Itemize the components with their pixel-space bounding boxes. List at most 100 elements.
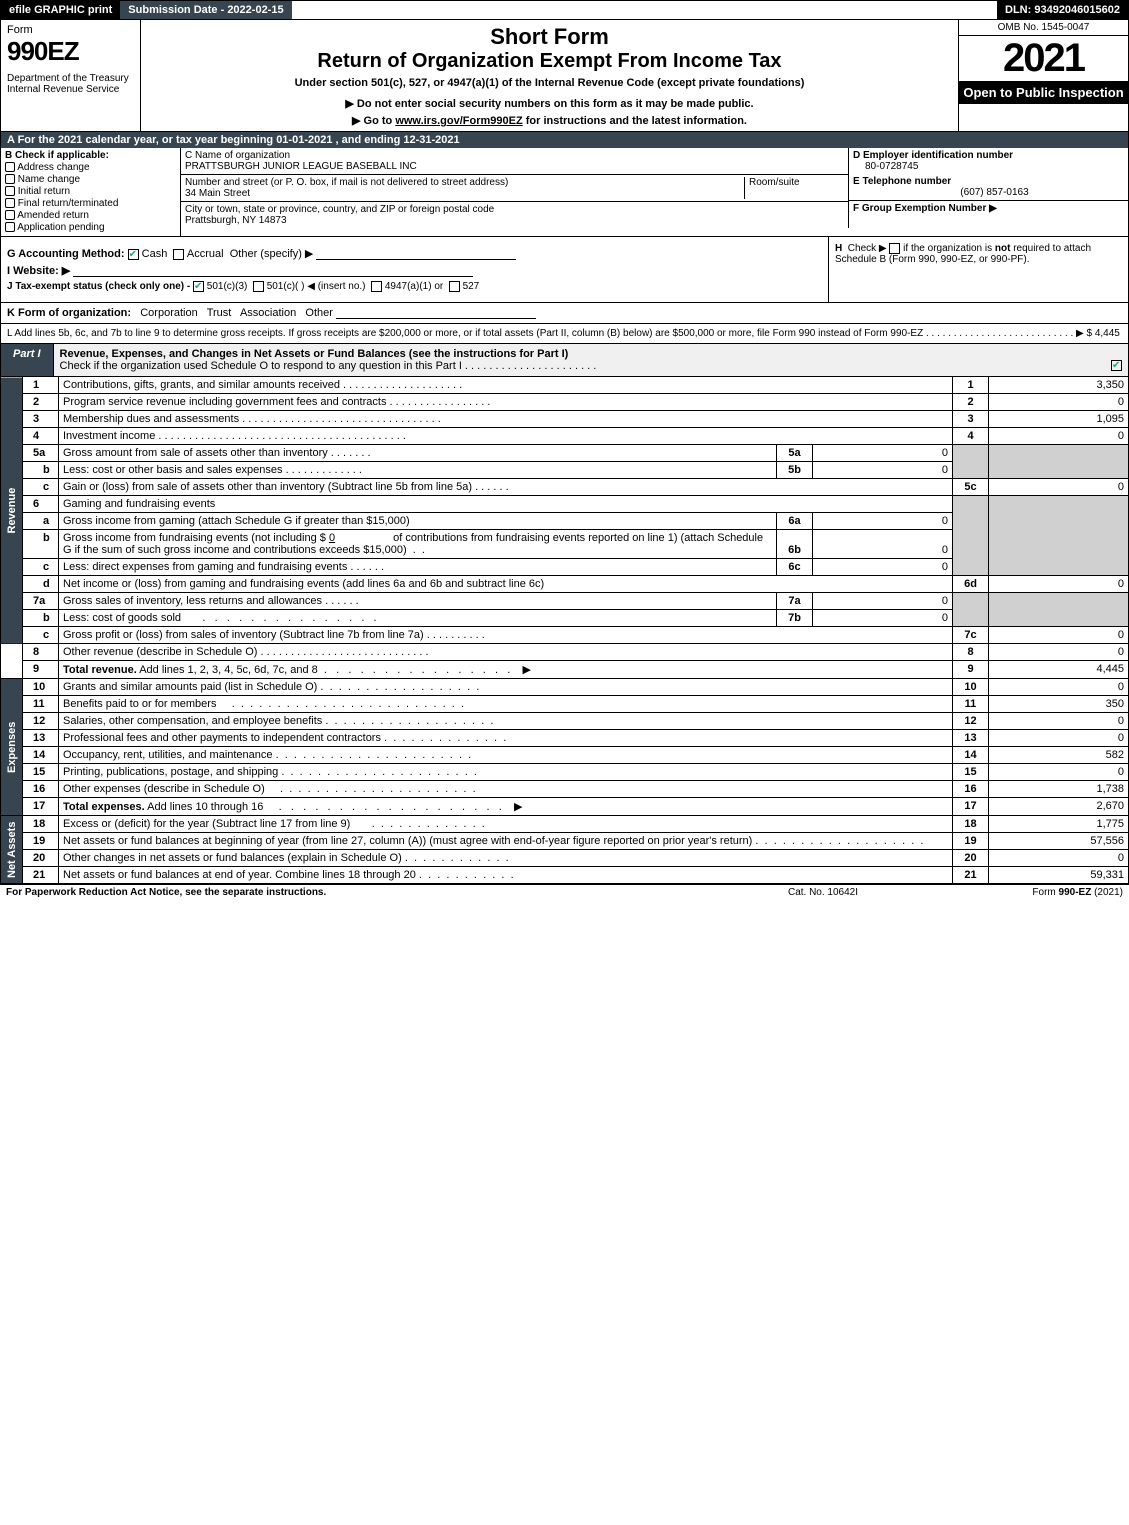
checkbox-icon[interactable] (5, 222, 15, 232)
line-desc-text: Less: cost or other basis and sales expe… (63, 464, 283, 476)
line-desc-text: Less: direct expenses from gaming and fu… (63, 561, 347, 573)
form-header-center: Short Form Return of Organization Exempt… (141, 20, 958, 131)
gh-right: H Check ▶ if the organization is not req… (828, 237, 1128, 302)
sub-line-ref: 7a (777, 593, 813, 610)
line-desc-text: Benefits paid to or for members (63, 698, 216, 710)
department: Department of the Treasury Internal Reve… (7, 73, 134, 95)
org-street-label: Number and street (or P. O. box, if mail… (185, 177, 744, 188)
sub-line-ref: 6b (777, 530, 813, 559)
submission-date: Submission Date - 2022-02-15 (120, 1, 291, 19)
line-desc-text: Grants and similar amounts paid (list in… (63, 681, 317, 693)
short-form-label: Short Form (149, 24, 950, 50)
line-desc-text: Less: cost of goods sold (63, 612, 181, 624)
line-amount: 0 (989, 644, 1129, 661)
efile-label[interactable]: efile GRAPHIC print (1, 1, 120, 19)
line-desc-text: Contributions, gifts, grants, and simila… (63, 379, 340, 391)
line-desc: Total revenue. Add lines 1, 2, 3, 4, 5c,… (59, 661, 953, 679)
checkbox-icon[interactable] (5, 174, 15, 184)
checkbox-501c3[interactable] (193, 281, 204, 292)
part-1-title: Revenue, Expenses, and Changes in Net As… (54, 344, 1128, 376)
part-1-header: Part I Revenue, Expenses, and Changes in… (0, 343, 1129, 377)
shade-cell (989, 445, 1129, 479)
table-row: c Gross profit or (loss) from sales of i… (1, 627, 1129, 644)
j-4947: 4947(a)(1) or (385, 281, 443, 292)
box-b-item: Initial return (18, 186, 70, 197)
line-ref: 1 (953, 377, 989, 394)
line-desc-text: Other revenue (describe in Schedule O) (63, 646, 257, 658)
shade-cell (989, 496, 1129, 576)
line-ref: 10 (953, 679, 989, 696)
line-num: 1 (23, 377, 59, 394)
line-desc: Gain or (loss) from sale of assets other… (59, 479, 953, 496)
table-row: d Net income or (loss) from gaming and f… (1, 576, 1129, 593)
line-desc: Occupancy, rent, utilities, and maintena… (59, 747, 953, 764)
website-field[interactable] (73, 265, 473, 277)
form-header: Form 990EZ Department of the Treasury In… (0, 19, 1129, 132)
group-exemption-row: F Group Exemption Number ▶ (849, 201, 1128, 216)
line-num: 15 (23, 764, 59, 781)
part-1-check-text: Check if the organization used Schedule … (60, 360, 462, 372)
checkbox-icon[interactable] (5, 210, 15, 220)
checkbox-cash[interactable] (128, 249, 139, 260)
sub-line-amount: 0 (813, 513, 953, 530)
line-desc-text: Membership dues and assessments (63, 413, 239, 425)
line-ref: 3 (953, 411, 989, 428)
phone-row: E Telephone number (607) 857-0163 (849, 174, 1128, 201)
line-amount: 0 (989, 730, 1129, 747)
line-desc-text: Other changes in net assets or fund bala… (63, 852, 402, 864)
checkbox-527[interactable] (449, 281, 460, 292)
line-desc: Net assets or fund balances at end of ye… (59, 867, 953, 884)
line-desc-text: Net assets or fund balances at beginning… (63, 835, 752, 847)
line-amount: 0 (989, 713, 1129, 730)
checkbox-schedule-o[interactable] (1111, 360, 1122, 371)
line-desc: Net assets or fund balances at beginning… (59, 833, 953, 850)
line-desc: Less: cost or other basis and sales expe… (59, 462, 777, 479)
table-row: 13 Professional fees and other payments … (1, 730, 1129, 747)
line-num: 14 (23, 747, 59, 764)
line-desc: Salaries, other compensation, and employ… (59, 713, 953, 730)
other-org-field[interactable] (336, 307, 536, 319)
page-footer: For Paperwork Reduction Act Notice, see … (0, 884, 1129, 900)
checkbox-h[interactable] (889, 243, 900, 254)
section-l: L Add lines 5b, 6c, and 7b to line 9 to … (0, 324, 1129, 343)
line-desc-text: Professional fees and other payments to … (63, 732, 381, 744)
chk-name-change: Name change (5, 174, 176, 185)
expenses-side-label: Expenses (1, 679, 23, 816)
org-street-row: Number and street (or P. O. box, if mail… (181, 175, 848, 202)
line-desc-text: Gross amount from sale of assets other t… (63, 447, 328, 459)
line-desc: Other revenue (describe in Schedule O) .… (59, 644, 953, 661)
line-desc: Other changes in net assets or fund bala… (59, 850, 953, 867)
checkbox-icon[interactable] (5, 186, 15, 196)
chk-address-change: Address change (5, 162, 176, 173)
line-desc-text: Other expenses (describe in Schedule O) (63, 783, 265, 795)
irs-link[interactable]: www.irs.gov/Form990EZ (395, 115, 522, 127)
table-row: 8 Other revenue (describe in Schedule O)… (1, 644, 1129, 661)
box-b-item: Application pending (17, 222, 104, 233)
line-ref: 13 (953, 730, 989, 747)
box-c: C Name of organization PRATTSBURGH JUNIO… (181, 148, 848, 228)
line-ref: 4 (953, 428, 989, 445)
checkbox-4947[interactable] (371, 281, 382, 292)
line-num: b (23, 530, 59, 559)
box-b-item: Name change (18, 174, 80, 185)
form-note-1: ▶ Do not enter social security numbers o… (149, 97, 950, 110)
top-bar: efile GRAPHIC print Submission Date - 20… (0, 0, 1129, 19)
line-ref: 8 (953, 644, 989, 661)
table-row: 15 Printing, publications, postage, and … (1, 764, 1129, 781)
checkbox-icon[interactable] (5, 198, 15, 208)
line-amount: 0 (989, 679, 1129, 696)
org-name-row: C Name of organization PRATTSBURGH JUNIO… (181, 148, 848, 175)
chk-final-return: Final return/terminated (5, 198, 176, 209)
revenue-side-label: Revenue (1, 377, 23, 644)
checkbox-501c[interactable] (253, 281, 264, 292)
k-corp: Corporation (140, 307, 197, 319)
line-num: 20 (23, 850, 59, 867)
other-specify-field[interactable] (316, 248, 516, 260)
line-num: 2 (23, 394, 59, 411)
line-desc-text: Gain or (loss) from sale of assets other… (63, 481, 472, 493)
phone-label: E Telephone number (853, 176, 1124, 187)
line-desc: Professional fees and other payments to … (59, 730, 953, 747)
checkbox-accrual[interactable] (173, 249, 184, 260)
checkbox-icon[interactable] (5, 162, 15, 172)
line-num: 6 (23, 496, 59, 513)
